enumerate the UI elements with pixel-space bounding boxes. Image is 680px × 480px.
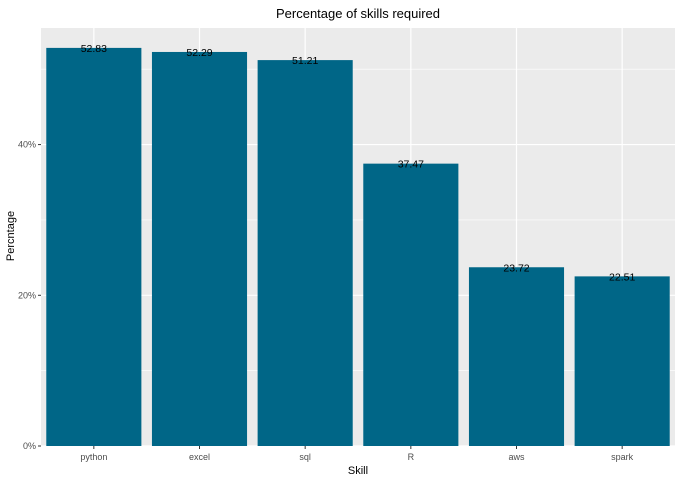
bar-aws xyxy=(468,267,565,446)
x-tick-label: sql xyxy=(299,452,311,462)
bars xyxy=(46,47,670,447)
y-axis: 0% 20% 40% xyxy=(18,140,41,451)
y-tick-label: 20% xyxy=(18,290,36,300)
chart-title: Percentage of skills required xyxy=(276,6,440,21)
data-label-excel: 52.29 xyxy=(186,47,212,59)
y-axis-title: Percntage xyxy=(5,211,17,261)
x-tick-label: python xyxy=(80,452,107,462)
bar-sql xyxy=(257,60,353,446)
bar-R xyxy=(363,163,459,447)
data-label-python: 52.83 xyxy=(81,43,107,55)
bar-python xyxy=(46,47,142,447)
y-tick-label: 0% xyxy=(23,441,36,451)
data-label-spark: 22.51 xyxy=(609,271,635,283)
x-tick-label: R xyxy=(408,452,415,462)
data-label-aws: 23.72 xyxy=(503,262,529,274)
x-axis-title: Skill xyxy=(348,465,368,477)
bar-spark xyxy=(574,276,670,446)
data-label-sql: 51.21 xyxy=(292,55,318,67)
x-tick-label: aws xyxy=(508,452,525,462)
plot-panel xyxy=(41,28,675,446)
y-tick-label: 40% xyxy=(18,140,36,150)
x-tick-label: spark xyxy=(611,452,634,462)
bar-excel xyxy=(151,51,248,446)
x-tick-label: excel xyxy=(189,452,210,462)
data-labels: 52.83 52.29 51.21 37.47 23.72 22.51 xyxy=(81,43,636,283)
data-label-R: 37.47 xyxy=(398,159,424,171)
